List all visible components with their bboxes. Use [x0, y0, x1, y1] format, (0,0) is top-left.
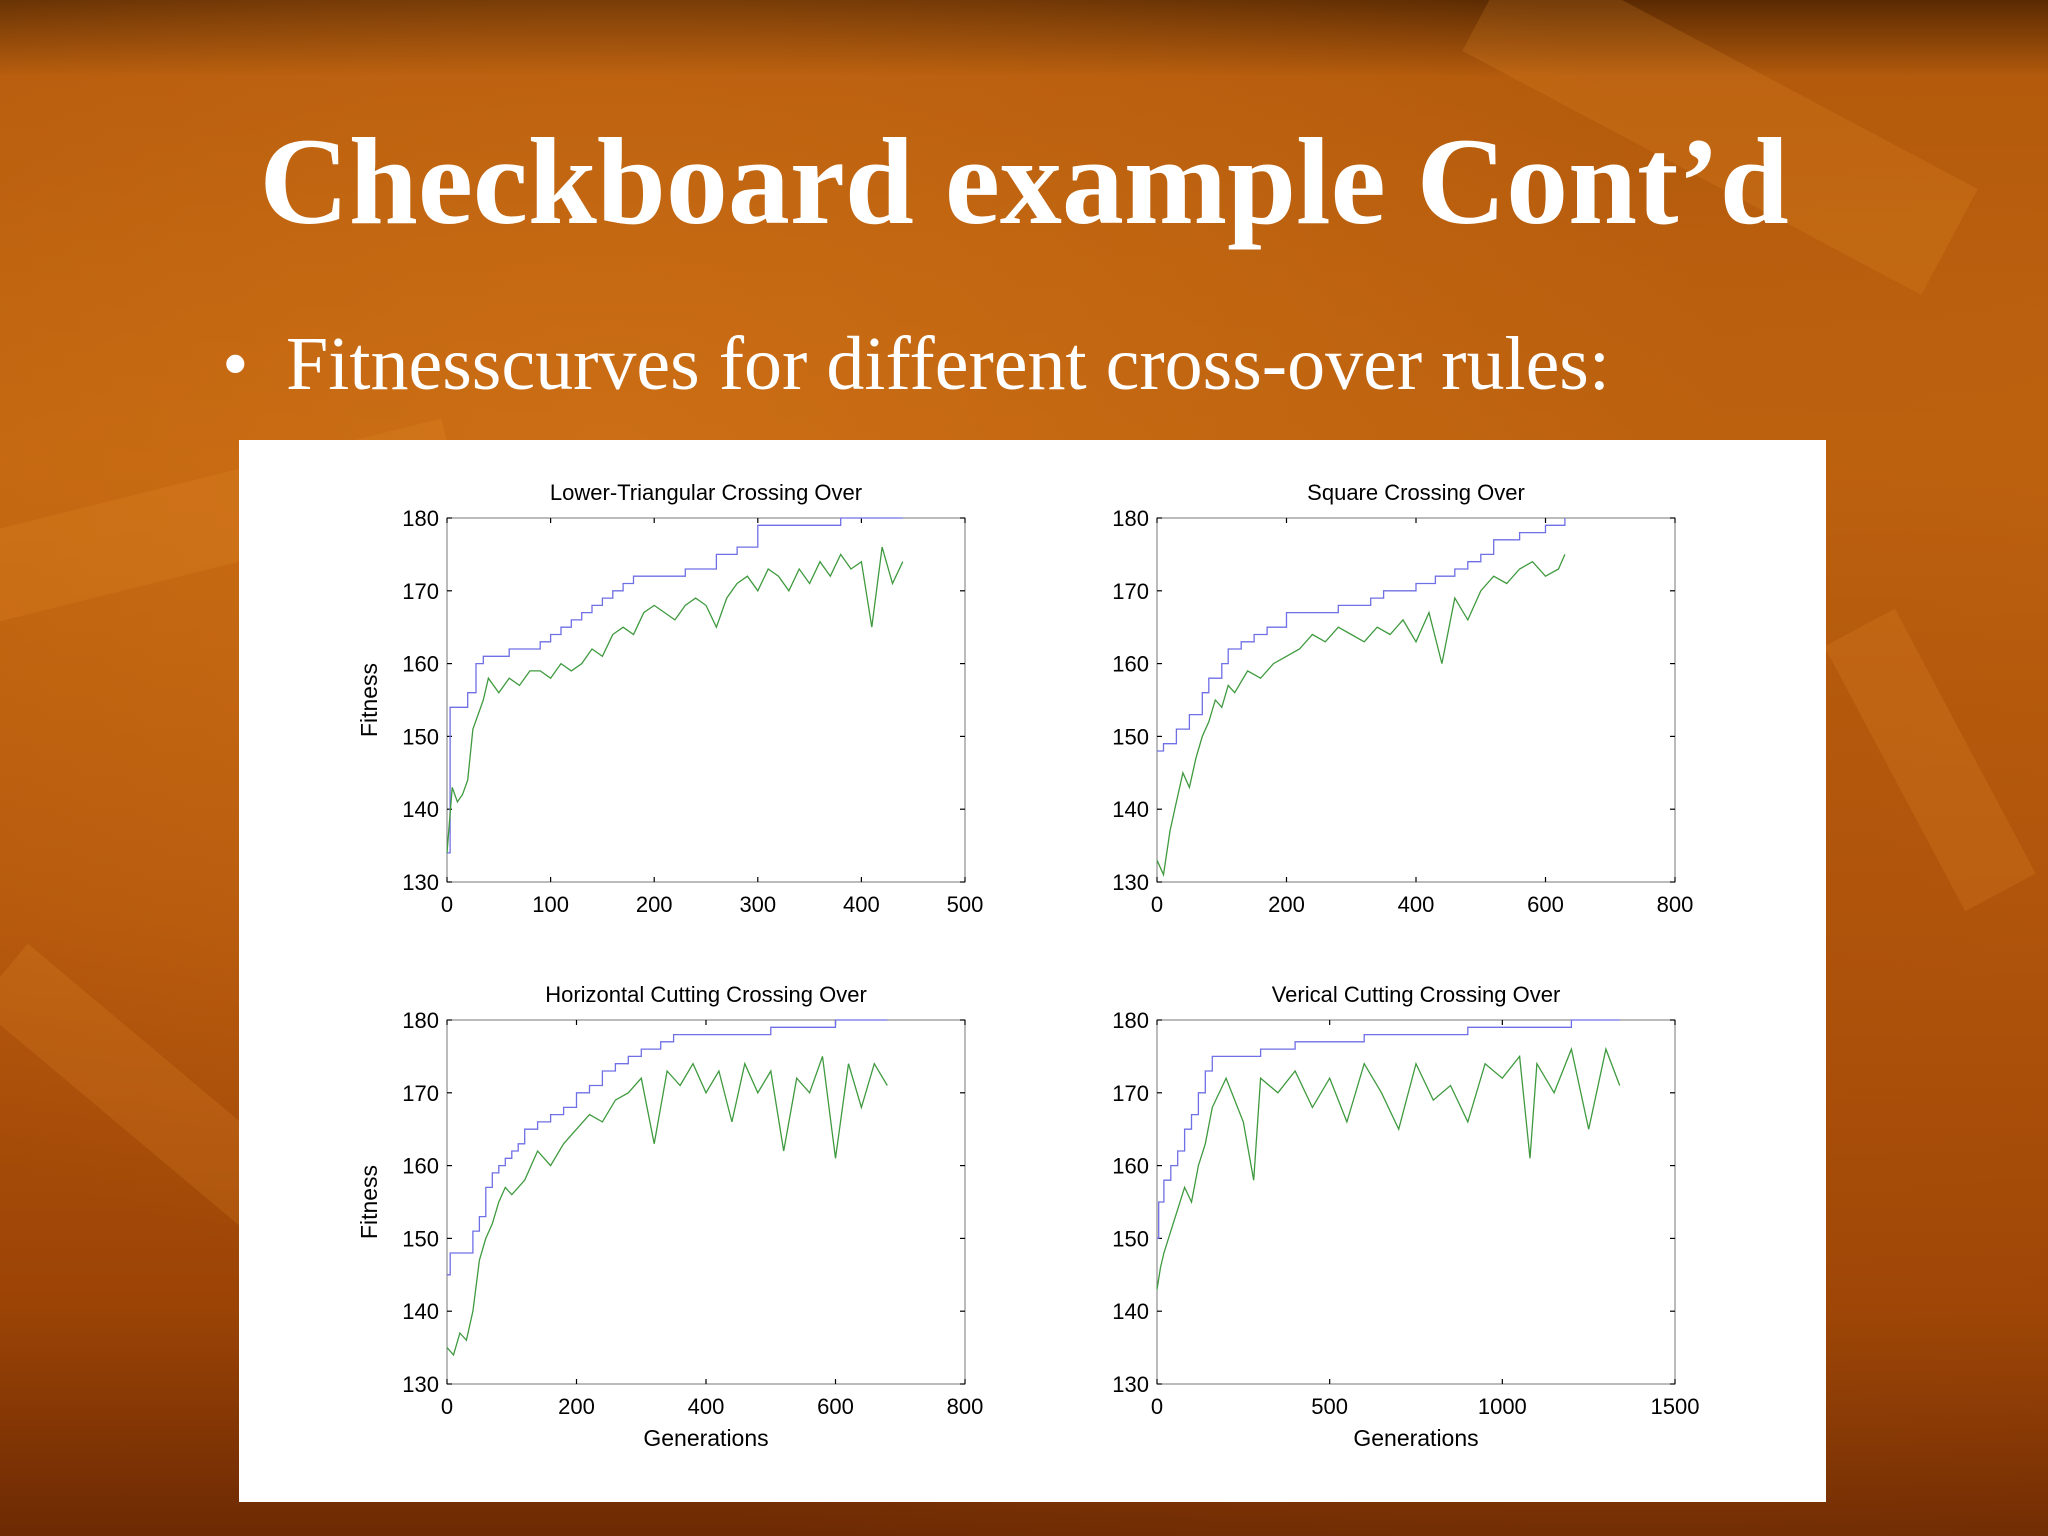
y-tick-label: 130 — [402, 1372, 439, 1397]
y-tick-label: 180 — [402, 506, 439, 531]
x-tick-label: 1500 — [1651, 1394, 1700, 1419]
subplot-2: 0 200 400 600 800 130 140 150 160 170 180 Square Cr… — [1112, 480, 1693, 917]
x-tick-label: 0 — [441, 1394, 453, 1419]
best-fitness-line — [447, 1019, 888, 1276]
x-tick-label: 800 — [1657, 892, 1694, 917]
y-tick-label: 170 — [1112, 1081, 1149, 1106]
background-leaf — [1824, 608, 2036, 912]
y-tick-label: 140 — [402, 1299, 439, 1324]
y-tick-label: 160 — [402, 652, 439, 677]
x-tick-label: 0 — [1151, 892, 1163, 917]
subplot-title: Square Crossing Over — [1307, 480, 1525, 505]
x-axis-label: Generations — [643, 1425, 768, 1451]
bullet-dot: • — [222, 322, 249, 406]
x-tick-label: 200 — [1268, 892, 1305, 917]
subplot-title: Lower-Triangular Crossing Over — [550, 480, 862, 505]
subplot-3: 0 200 400 600 800 130 140 150 160 170 180 Horizonta… — [356, 982, 983, 1451]
x-tick-label: 200 — [636, 892, 673, 917]
subplot-4: 0 500 1000 1500 130 140 150 160 170 180 Verical Cu… — [1112, 982, 1699, 1451]
subplot-title: Horizontal Cutting Crossing Over — [545, 982, 867, 1007]
y-tick-label: 150 — [402, 1226, 439, 1251]
best-fitness-line — [447, 517, 903, 854]
y-tick-label: 180 — [1112, 506, 1149, 531]
x-tick-label: 100 — [532, 892, 569, 917]
x-tick-label: 500 — [1311, 1394, 1348, 1419]
y-tick-label: 180 — [1112, 1008, 1149, 1033]
mean-fitness-line — [1156, 1046, 1621, 1290]
y-tick-label: 140 — [402, 797, 439, 822]
best-fitness-line — [1157, 518, 1566, 752]
y-axis-label: Fitness — [356, 1165, 382, 1239]
mean-fitness-line — [446, 546, 904, 853]
figure-panel: 0 100 200 300 400 500 130 140 150 160 170 180 Lower-… — [239, 440, 1826, 1502]
y-tick-label: 140 — [1112, 1299, 1149, 1324]
x-tick-label: 400 — [688, 1394, 725, 1419]
y-tick-label: 150 — [1112, 724, 1149, 749]
y-tick-label: 130 — [402, 870, 439, 895]
y-tick-label: 180 — [402, 1008, 439, 1033]
y-tick-label: 170 — [1112, 579, 1149, 604]
subplot-1: 0 100 200 300 400 500 130 140 150 160 170 180 Lower-… — [356, 480, 983, 917]
fitness-curves-figure: 0 100 200 300 400 500 130 140 150 160 170 180 Lower-… — [356, 480, 1699, 1451]
mean-fitness-line — [1156, 554, 1566, 877]
x-tick-label: 400 — [843, 892, 880, 917]
y-tick-label: 150 — [1112, 1226, 1149, 1251]
bullet-item: • Fitnesscurves for different cross-over … — [222, 326, 1610, 402]
y-tick-label: 160 — [1112, 1154, 1149, 1179]
y-tick-label: 150 — [402, 724, 439, 749]
y-axis-label: Fitness — [356, 663, 382, 737]
x-tick-label: 0 — [1151, 1394, 1163, 1419]
y-tick-label: 130 — [1112, 870, 1149, 895]
plot-axes-frame — [1156, 1019, 1676, 1385]
slide-title: Checkboard example Cont’d — [259, 113, 1789, 250]
y-tick-label: 170 — [402, 579, 439, 604]
subplot-title: Verical Cutting Crossing Over — [1272, 982, 1561, 1007]
x-tick-label: 200 — [558, 1394, 595, 1419]
x-tick-label: 300 — [739, 892, 776, 917]
x-tick-label: 600 — [1527, 892, 1564, 917]
x-tick-label: 1000 — [1478, 1394, 1527, 1419]
x-axis-label: Generations — [1353, 1425, 1478, 1451]
x-tick-label: 500 — [947, 892, 984, 917]
y-tick-label: 160 — [1112, 652, 1149, 677]
y-tick-label: 160 — [402, 1154, 439, 1179]
y-tick-label: 130 — [1112, 1372, 1149, 1397]
y-tick-label: 140 — [1112, 797, 1149, 822]
x-tick-label: 600 — [817, 1394, 854, 1419]
x-tick-label: 0 — [441, 892, 453, 917]
mean-fitness-line — [446, 1056, 888, 1357]
plot-axes-frame — [1156, 517, 1676, 883]
x-tick-label: 400 — [1398, 892, 1435, 917]
plot-axes-frame — [446, 1019, 966, 1385]
y-tick-label: 170 — [402, 1081, 439, 1106]
x-tick-label: 800 — [947, 1394, 984, 1419]
best-fitness-line — [1157, 1019, 1620, 1240]
bullet-text: Fitnesscurves for different cross-over r… — [286, 322, 1610, 406]
plot-axes-frame — [446, 517, 966, 883]
